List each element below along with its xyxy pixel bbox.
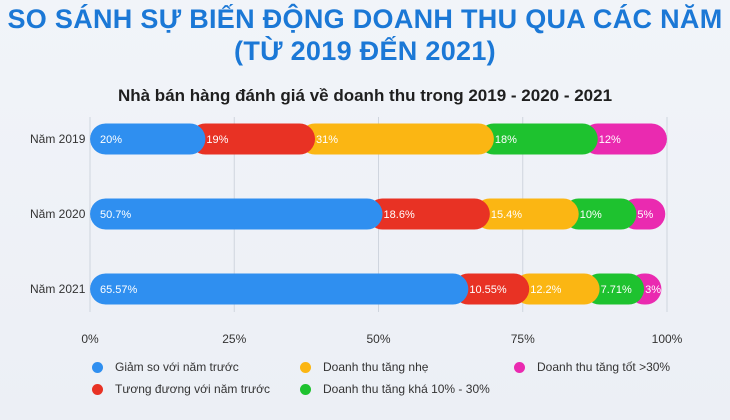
legend-color-swatch (300, 383, 311, 395)
bar-row (90, 273, 662, 305)
category-label: Năm 2019 (30, 132, 86, 146)
bar-segment (513, 273, 600, 305)
x-tick-label: 25% (222, 332, 246, 346)
legend-item: Giảm so với năm trước (92, 360, 239, 374)
data-label: 50.7% (100, 209, 131, 221)
bar-segment (90, 123, 206, 155)
bar-segment (563, 198, 637, 230)
x-tick-label: 50% (366, 332, 390, 346)
data-label: 18.6% (384, 209, 415, 221)
bar-segment (367, 198, 490, 230)
legend-item: Tương đương với năm trước (92, 382, 270, 396)
data-label: 10.55% (469, 284, 507, 296)
x-tick-label: 0% (81, 332, 99, 346)
legend-label: Doanh thu tăng khá 10% - 30% (323, 382, 490, 396)
data-label: 31% (316, 134, 338, 146)
bar-segment (90, 198, 383, 230)
legend-label: Doanh thu tăng tốt >30% (537, 360, 671, 374)
legend-label: Doanh thu tăng nhẹ (323, 360, 429, 374)
data-label: 12.2% (530, 284, 561, 296)
legend-item: Doanh thu tăng khá 10% - 30% (300, 382, 490, 396)
legend-label: Giảm so với năm trước (115, 360, 239, 374)
x-tick-label: 75% (511, 332, 535, 346)
chart-title: Nhà bán hàng đánh giá về doanh thu trong… (117, 86, 613, 105)
category-label: Năm 2020 (30, 207, 86, 221)
legend-color-swatch (514, 361, 525, 373)
x-tick-label: 100% (652, 332, 683, 346)
bar-segment (584, 273, 645, 305)
data-label: 19% (206, 134, 228, 146)
data-label: 7.71% (601, 284, 632, 296)
main-title-subline: (TỪ 2019 ĐẾN 2021) (234, 36, 496, 66)
legend-color-swatch (300, 361, 311, 373)
bar-segment (478, 123, 598, 155)
legend-color-swatch (92, 361, 103, 373)
bar-row (90, 123, 667, 155)
data-label: 12% (599, 134, 621, 146)
data-label: 3% (645, 284, 661, 296)
bar-row (90, 198, 666, 230)
bar-segment (474, 198, 579, 230)
legend-item: Doanh thu tăng tốt >30% (514, 360, 670, 374)
bar-segment (90, 273, 469, 305)
data-label: 65.57% (100, 284, 138, 296)
legend-label: Tương đương với năm trước (115, 382, 270, 396)
data-label: 18% (495, 134, 517, 146)
legend-color-swatch (92, 383, 103, 395)
data-label: 5% (637, 209, 653, 221)
main-title: SO SÁNH SỰ BIẾN ĐỘNG DOANH THU QUA CÁC N… (7, 4, 723, 34)
data-label: 10% (580, 209, 602, 221)
bar-segment (582, 123, 667, 155)
bar-segment (189, 123, 316, 155)
bar-segment (452, 273, 530, 305)
category-label: Năm 2021 (30, 282, 86, 296)
bar-segment (299, 123, 494, 155)
data-label: 20% (100, 134, 122, 146)
legend-item: Doanh thu tăng nhẹ (300, 360, 428, 374)
data-label: 15.4% (491, 209, 522, 221)
